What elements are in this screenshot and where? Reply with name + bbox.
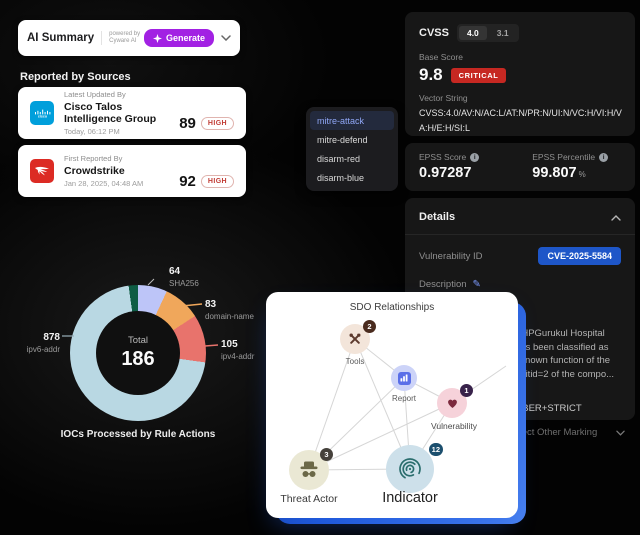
generate-button[interactable]: Generate xyxy=(143,29,214,47)
reported-by-sources-heading: Reported by Sources xyxy=(20,71,131,83)
source-timestamp: Jan 28, 2025, 04:48 AM xyxy=(64,179,144,188)
severity-badge: HIGH xyxy=(200,117,234,130)
donut-label-ipv4-addr: 105 ipv4-addr xyxy=(221,339,255,361)
node-label-vulnerability: Vulnerability xyxy=(431,421,477,431)
donut-center: Total 186 xyxy=(96,311,180,395)
source-score: 92 xyxy=(179,173,196,190)
vector-string-value: CVSS:4.0/AV:N/AC:L/AT:N/PR:N/UI:N/VC:H/V… xyxy=(419,108,622,133)
cvss-card: CVSS 4.0 3.1 Base Score 9.8 CRITICAL Vec… xyxy=(405,12,635,136)
cvss-label: CVSS xyxy=(419,27,449,39)
node-vulnerability[interactable]: 1 xyxy=(437,384,473,418)
cisco-logo-icon: cisco xyxy=(30,101,54,125)
donut-label-ipv6-addr: 878 ipv6-addr xyxy=(26,332,60,354)
chevron-down-icon[interactable] xyxy=(221,35,231,41)
other-marking-select[interactable]: Select Other Marking xyxy=(508,427,625,438)
source-timestamp: Today, 06:12 PM xyxy=(64,127,120,136)
crowdstrike-logo-icon xyxy=(30,159,54,183)
menu-item-disarm-blue[interactable]: disarm-blue xyxy=(317,172,365,183)
node-tools[interactable]: 2 xyxy=(340,320,376,354)
critical-severity-badge: CRITICAL xyxy=(450,67,507,83)
source-label: Latest Updated By xyxy=(64,90,126,99)
chart-caption: IOCs Processed by Rule Actions xyxy=(60,429,216,440)
menu-item-mitre-attack[interactable]: mitre-attack xyxy=(310,111,394,130)
description-label: Description xyxy=(419,279,467,290)
chevron-down-icon xyxy=(616,430,625,436)
node-label-tools: Tools xyxy=(345,357,365,366)
ai-summary-title: AI Summary xyxy=(27,32,95,44)
epss-card: EPSS Score i 0.97287 EPSS Percentile i 9… xyxy=(405,143,635,191)
report-icon xyxy=(397,371,411,385)
epss-percentile-value: 99.807% xyxy=(532,165,586,181)
source-name: Cisco Talos Intelligence Group xyxy=(64,101,157,125)
fingerprint-icon xyxy=(399,458,421,480)
heart-icon xyxy=(447,399,457,408)
details-heading: Details xyxy=(419,211,456,223)
base-score-label: Base Score xyxy=(419,52,463,62)
node-count-badge: 1 xyxy=(460,384,473,397)
chevron-up-icon[interactable] xyxy=(611,208,621,226)
menu-item-disarm-red[interactable]: disarm-red xyxy=(317,153,361,164)
source-card-cisco[interactable]: cisco Latest Updated By Cisco Talos Inte… xyxy=(18,87,246,139)
tlp-marking: AMBER+STRICT xyxy=(508,403,582,414)
node-label-indicator: Indicator xyxy=(382,490,438,506)
node-indicator[interactable]: 12 xyxy=(386,443,443,493)
cvss-version-tabs: 4.0 3.1 xyxy=(456,24,519,42)
taxonomy-dropdown-menu: mitre-attack mitre-defend disarm-red dis… xyxy=(306,107,398,191)
epss-score-value: 0.97287 xyxy=(419,165,472,181)
sdo-relationships-card: SDO Relationships 2 Tools Report 1 Vulne… xyxy=(266,292,518,518)
source-name: Crowdstrike xyxy=(64,165,125,177)
severity-badge: HIGH xyxy=(200,175,234,188)
vulnerability-id-label: Vulnerability ID xyxy=(419,250,483,262)
node-threat-actor[interactable]: 3 xyxy=(289,448,333,490)
tab-cvss-3-1[interactable]: 3.1 xyxy=(496,28,509,38)
vector-string-label: Vector String xyxy=(419,93,468,103)
node-label-threat-actor: Threat Actor xyxy=(280,493,338,505)
info-icon[interactable]: i xyxy=(599,152,609,162)
donut-total-label: Total xyxy=(127,335,149,346)
node-count-badge: 2 xyxy=(363,320,376,333)
source-label: First Reported By xyxy=(64,154,123,163)
spy-icon xyxy=(300,461,318,477)
source-score: 89 xyxy=(179,115,196,132)
base-score-value: 9.8 xyxy=(419,65,443,84)
description-text: PHPGurukul Hospital has been classified … xyxy=(515,328,615,380)
epss-score-label: EPSS Score xyxy=(419,152,467,162)
sdo-title: SDO Relationships xyxy=(349,302,435,313)
node-count-badge: 3 xyxy=(320,448,333,461)
donut-total-value: 186 xyxy=(121,348,155,370)
epss-percentile-label: EPSS Percentile xyxy=(532,152,596,162)
cve-id-badge[interactable]: CVE-2025-5584 xyxy=(538,247,621,265)
svg-text:cisco: cisco xyxy=(37,114,47,117)
powered-by-label: powered by Cyware AI xyxy=(101,31,140,45)
tools-icon xyxy=(349,333,361,344)
tab-cvss-4-0[interactable]: 4.0 xyxy=(458,26,487,40)
edit-pencil-icon[interactable]: ✎ xyxy=(472,279,481,290)
info-icon[interactable]: i xyxy=(470,152,480,162)
iocs-donut-chart-wrap: Total 186 xyxy=(70,285,206,421)
ai-summary-card: AI Summary powered by Cyware AI Generate xyxy=(18,20,240,56)
menu-item-mitre-defend[interactable]: mitre-defend xyxy=(317,134,368,145)
source-card-crowdstrike[interactable]: First Reported By Crowdstrike Jan 28, 20… xyxy=(18,145,246,197)
donut-label-sha256: 64 SHA256 xyxy=(169,266,199,288)
donut-label-domain-name: 83 domain-name xyxy=(205,299,254,321)
node-count-badge: 12 xyxy=(428,443,443,456)
node-label-report: Report xyxy=(391,394,416,403)
node-report[interactable] xyxy=(391,365,417,391)
sparkle-icon xyxy=(152,33,162,43)
